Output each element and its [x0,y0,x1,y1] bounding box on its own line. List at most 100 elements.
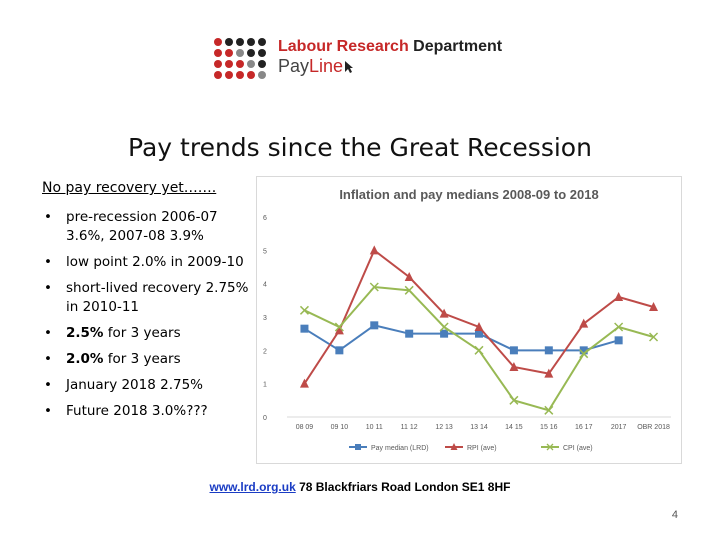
data-point [614,322,624,332]
logo-dot [225,49,233,57]
data-point [369,282,379,292]
legend-marker [355,444,361,450]
data-point [370,321,379,330]
logo-product-line: Line [309,56,344,76]
logo-dot [214,49,222,57]
lrd-logo: Labour Research Department PayLine [214,36,534,84]
y-tick-label: 5 [263,248,267,255]
x-tick-label: OBR 2018 [637,424,670,431]
data-point [544,346,553,355]
bullet-bold: 2.0% [66,351,104,367]
data-point [475,329,483,338]
bullet-text: low point 2.0% in 2009-10 [66,254,244,270]
logo-dot [247,49,255,57]
logo-product: PayLine [278,56,354,77]
data-point [335,346,344,355]
data-point [509,346,518,355]
logo-dot [258,71,266,79]
data-point [509,395,519,405]
legend-marker [450,443,458,450]
x-tick-label: 2017 [611,424,627,431]
data-point [299,378,309,388]
bullet-text: for 3 years [103,325,181,341]
x-tick-label: 08 09 [296,424,314,431]
data-point [440,329,449,338]
logo-dot [236,60,244,68]
bullet-list: pre-recession 2006-07 3.6%, 2007-08 3.9%… [42,208,257,428]
bullet-item: January 2018 2.75% [42,376,257,395]
data-point [474,345,484,355]
data-point [509,362,519,371]
data-point [579,318,589,328]
logo-dot [258,49,266,57]
y-tick-label: 1 [263,382,267,389]
bullet-item: 2.5% for 3 years [42,324,257,343]
logo-dot [225,60,233,68]
bullet-text: pre-recession 2006-07 3.6%, 2007-08 3.9% [66,209,218,244]
bullet-item: 2.0% for 3 years [42,350,257,369]
data-point [614,292,624,301]
logo-dot [236,49,244,57]
logo-name-part2: Department [413,38,503,55]
x-tick-label: 11 12 [401,424,418,431]
logo-dot [247,71,255,79]
bullet-text: January 2018 2.75% [66,377,204,393]
logo-dot [225,38,233,46]
logo-dot [258,60,266,68]
logo-dot [247,60,255,68]
bullet-item: Future 2018 3.0%??? [42,402,257,421]
logo-dot [236,71,244,79]
data-point [579,346,588,355]
data-point [649,332,659,342]
data-point [544,368,554,378]
series-line-2 [304,285,654,412]
x-tick-label: 09 10 [331,424,349,431]
pay-inflation-chart: Inflation and pay medians 2008-09 to 201… [256,176,682,464]
y-tick-label: 6 [263,215,267,222]
data-point [474,322,484,331]
y-tick-label: 4 [263,282,267,289]
y-tick-label: 0 [263,415,267,422]
x-tick-label: 15 16 [540,424,558,431]
bullet-item: low point 2.0% in 2009-10 [42,253,257,272]
data-point [299,305,309,315]
legend-label: CPI (ave) [563,445,593,452]
slide-title: Pay trends since the Great Recession [128,133,592,162]
data-point [439,308,449,318]
legend-label: RPI (ave) [467,445,497,452]
page-number: 4 [671,509,678,521]
x-tick-label: 14 15 [505,424,523,431]
x-tick-label: 13 14 [470,424,488,431]
data-point [439,322,449,332]
data-point [404,285,414,295]
bullet-text: short-lived recovery 2.75% in 2010-11 [66,280,249,315]
data-point [404,272,414,281]
chart-svg: Inflation and pay medians 2008-09 to 201… [263,187,671,452]
logo-dot [258,38,266,46]
series-line-1 [303,248,654,385]
cursor-icon [345,61,354,73]
chart-title: Inflation and pay medians 2008-09 to 201… [339,187,598,202]
data-point [614,336,623,345]
y-tick-label: 2 [263,348,267,355]
x-tick-label: 16 17 [575,424,593,431]
y-tick-label: 3 [263,315,267,322]
logo-dot [247,38,255,46]
data-point [369,245,379,255]
legend-marker [546,443,554,451]
bullet-item: pre-recession 2006-07 3.6%, 2007-08 3.9% [42,208,257,246]
logo-name-part1: Labour Research [278,38,409,55]
data-point [405,329,414,338]
logo-dot [214,71,222,79]
x-tick-label: 12 13 [435,424,453,431]
data-point [579,349,589,359]
slide-subtitle: No pay recovery yet……. [42,180,217,196]
bullet-bold: 2.5% [66,325,104,341]
data-point [649,302,659,311]
footer: www.lrd.org.uk 78 Blackfriars Road Londo… [0,480,720,494]
legend-label: Pay median (LRD) [371,445,429,452]
bullet-item: short-lived recovery 2.75% in 2010-11 [42,279,257,317]
website-link[interactable]: www.lrd.org.uk [209,480,296,494]
bullet-text: Future 2018 3.0%??? [66,403,208,419]
x-tick-label: 10 11 [366,424,383,431]
